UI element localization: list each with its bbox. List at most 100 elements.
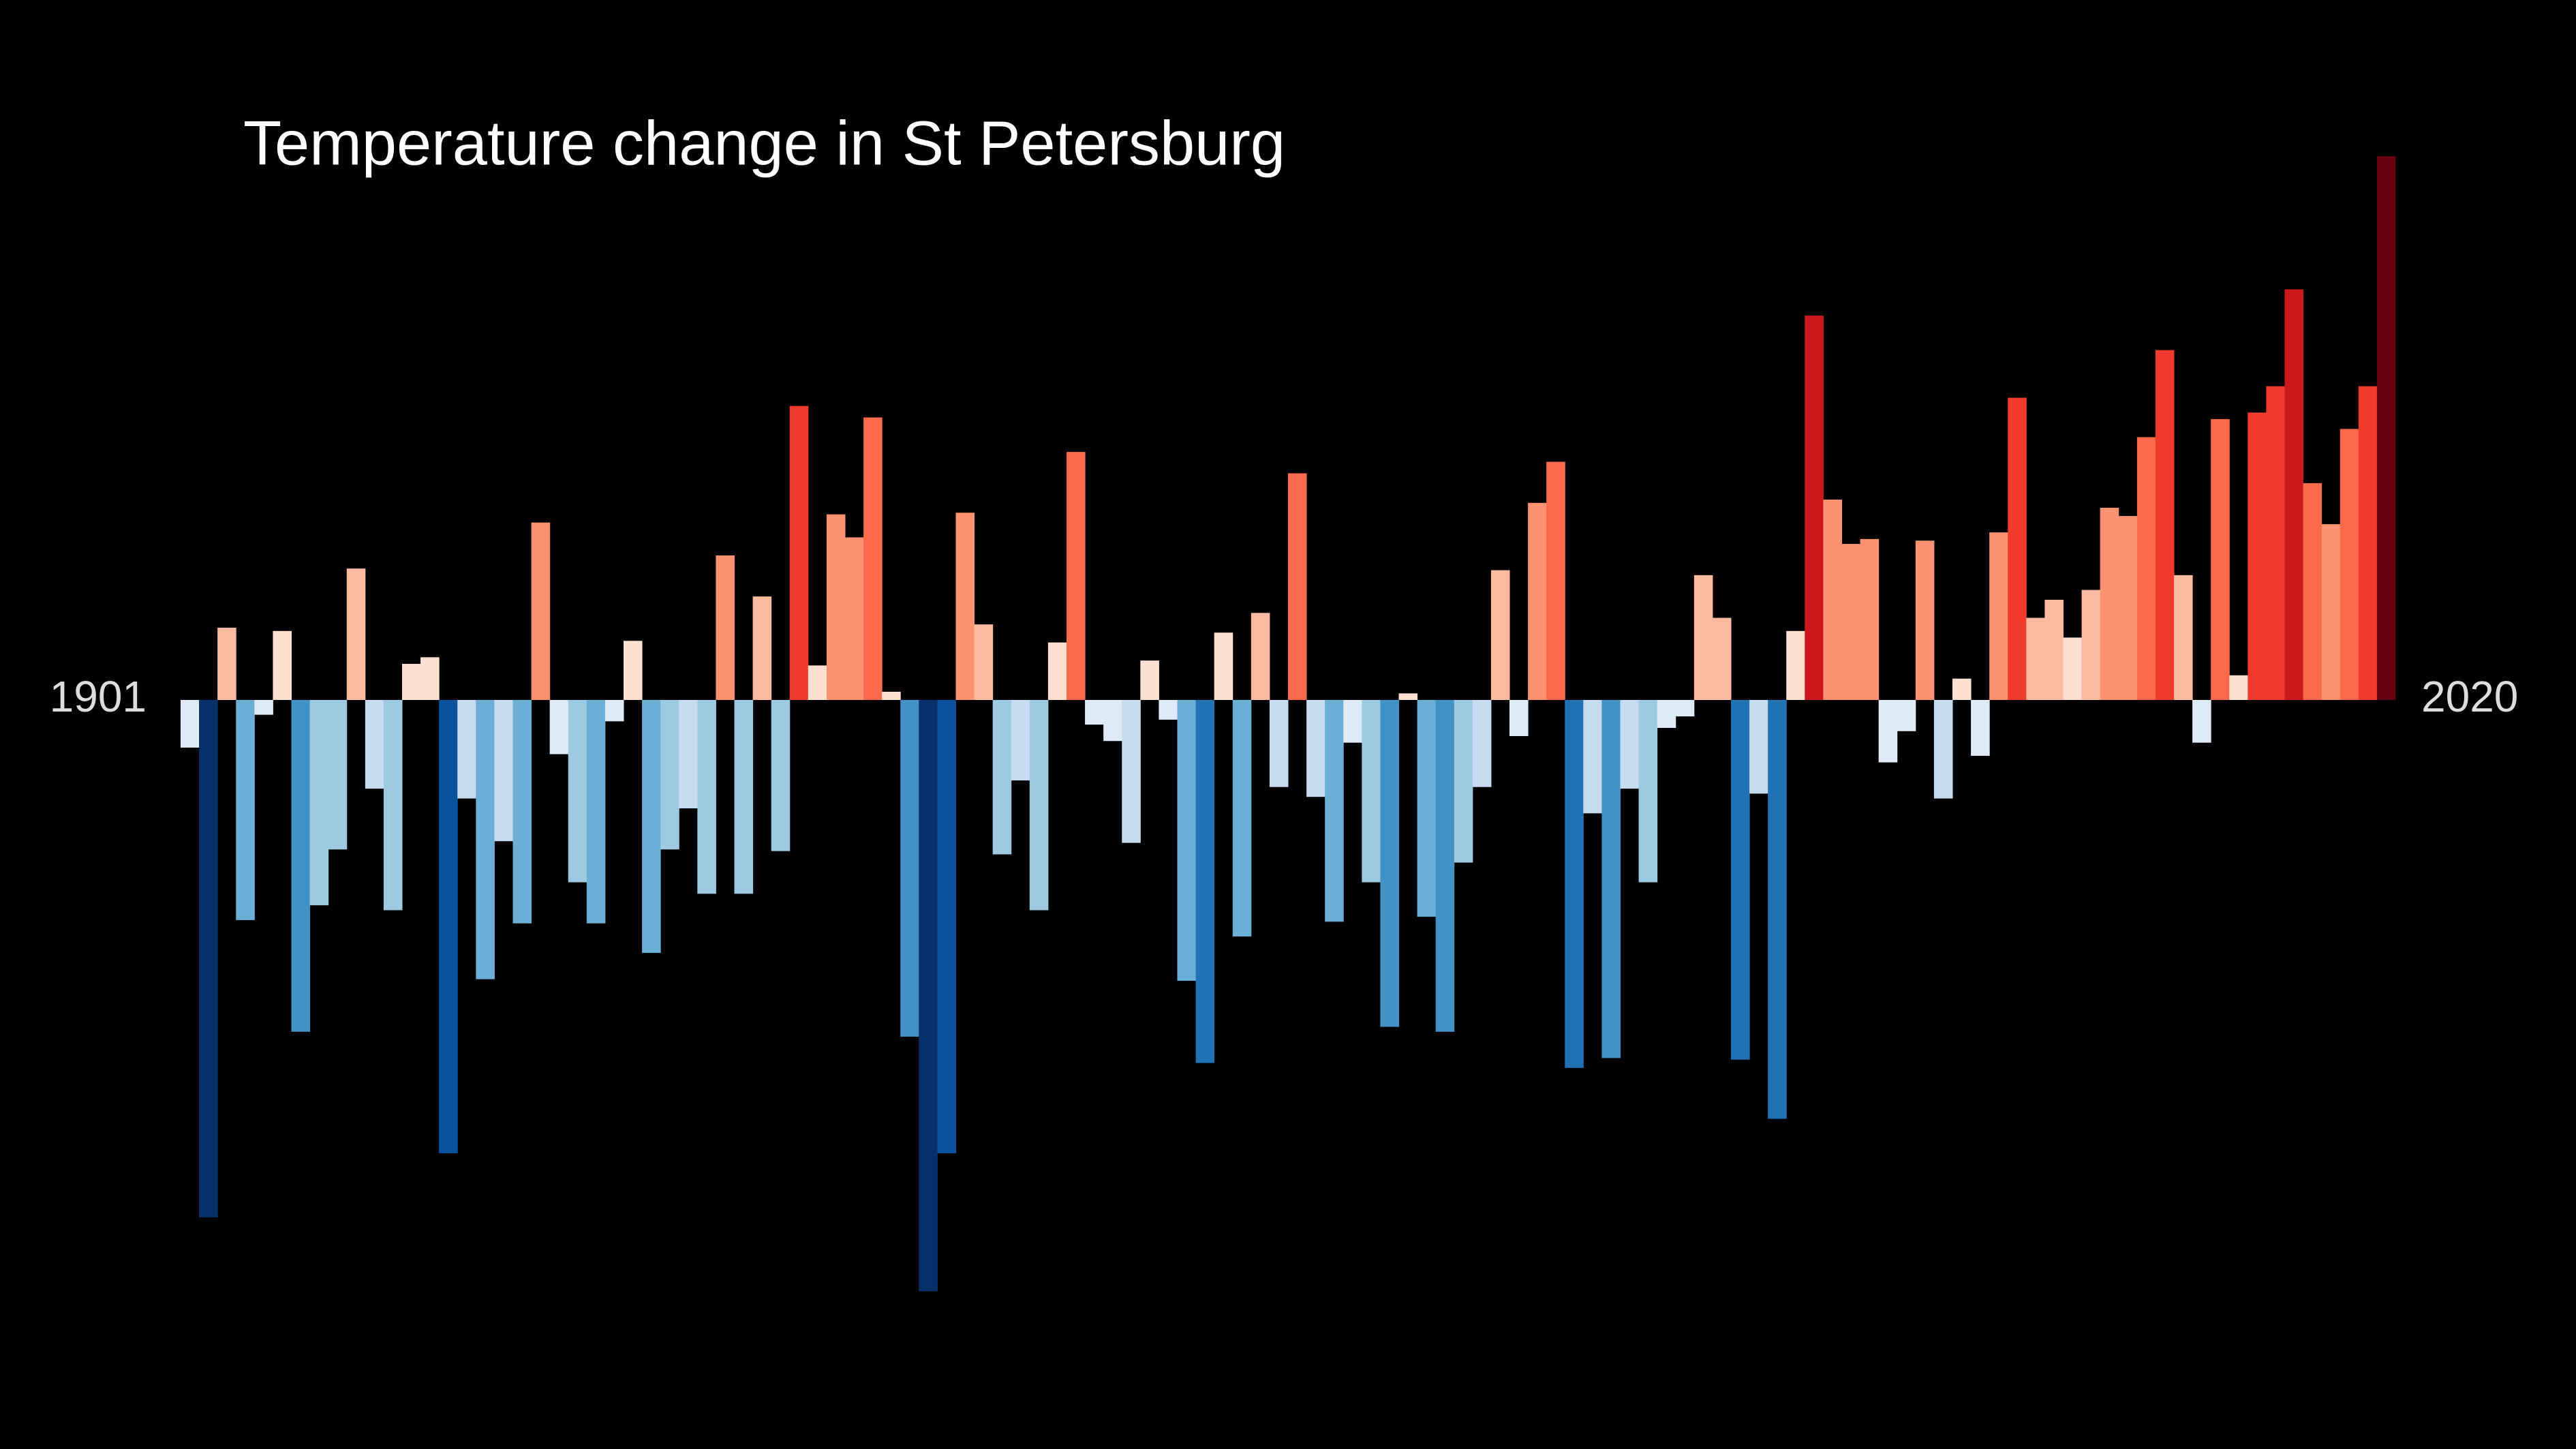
bar [457, 700, 476, 799]
bar [439, 700, 458, 1154]
bar [955, 513, 975, 700]
bar [2136, 437, 2156, 700]
bar [2321, 524, 2341, 700]
bar [2026, 617, 2045, 700]
bar [2358, 386, 2378, 700]
bar [752, 596, 772, 700]
bar [1011, 700, 1030, 781]
bar [1601, 700, 1621, 1058]
bar [604, 700, 624, 722]
bar [1140, 660, 1159, 700]
bar [1933, 700, 1953, 799]
bar [2284, 289, 2304, 700]
bar [1103, 700, 1122, 742]
bar [1472, 700, 1492, 787]
bar [1860, 538, 1880, 700]
bar [1620, 700, 1640, 789]
bar [328, 700, 348, 850]
bar [863, 417, 883, 700]
bar [1897, 700, 1916, 731]
bar [1454, 700, 1473, 863]
bar [2376, 156, 2396, 701]
bar [1915, 540, 1935, 700]
bar [771, 700, 791, 851]
bar [1398, 693, 1418, 700]
bar [1325, 700, 1344, 922]
bar [1214, 632, 1233, 700]
bar [2266, 386, 2285, 700]
chart-title: Temperature change in St Petersburg [243, 108, 1285, 178]
bar [1565, 700, 1584, 1068]
bar [1288, 473, 1307, 700]
bar [1731, 700, 1750, 1060]
bar [2081, 590, 2101, 700]
bar [1490, 570, 1510, 700]
bar [937, 700, 956, 1154]
bar [1841, 544, 1861, 700]
bar [1159, 700, 1178, 720]
bar [476, 700, 495, 979]
bar [402, 663, 421, 700]
bar [346, 568, 366, 700]
bar [1546, 461, 1565, 700]
bar [716, 555, 735, 700]
bar [1528, 502, 1547, 700]
bar [1786, 630, 1805, 700]
bar [1177, 700, 1197, 981]
bar [1343, 700, 1362, 743]
bar [2063, 637, 2083, 700]
bar [882, 691, 901, 700]
bar [291, 700, 311, 1032]
bar [2118, 516, 2138, 700]
bar [900, 700, 919, 1037]
bar [1805, 316, 1824, 700]
bar [531, 522, 551, 700]
bar [365, 700, 384, 789]
bar [199, 700, 218, 1218]
bar [1693, 575, 1713, 700]
bar [1971, 700, 1990, 756]
bar [1712, 617, 1732, 700]
bar [1306, 700, 1325, 797]
bar [734, 700, 754, 894]
bar [273, 630, 292, 700]
bar [1362, 700, 1381, 883]
bar [1067, 452, 1086, 700]
bar [992, 700, 1012, 855]
bar [1029, 700, 1049, 911]
bar [1823, 499, 1842, 700]
bar [2155, 350, 2175, 700]
bar [181, 700, 200, 748]
bar [679, 700, 698, 809]
bar [974, 624, 994, 700]
bar [512, 700, 532, 924]
bar [494, 700, 513, 842]
bar [2340, 429, 2359, 700]
bar [568, 700, 587, 883]
bar [217, 627, 236, 700]
bar [1195, 700, 1215, 1063]
bar [1768, 700, 1787, 1119]
bar [2044, 599, 2064, 700]
bar [1122, 700, 1141, 843]
bar [420, 657, 440, 700]
bar [383, 700, 403, 911]
bar [1989, 532, 2008, 700]
bar [549, 700, 569, 754]
bar [1509, 700, 1529, 737]
bar [2211, 418, 2230, 700]
bar [1417, 700, 1437, 917]
bar [254, 700, 273, 715]
year-label: 2020 [2421, 672, 2518, 721]
bar [697, 700, 716, 894]
bar [236, 700, 255, 920]
bar [1638, 700, 1658, 883]
bar [2174, 575, 2193, 700]
bar [2100, 508, 2119, 700]
bar [1435, 700, 1455, 1032]
bar [1675, 700, 1695, 717]
bar [1952, 678, 1972, 700]
bar [624, 641, 643, 700]
bar [1232, 700, 1252, 937]
